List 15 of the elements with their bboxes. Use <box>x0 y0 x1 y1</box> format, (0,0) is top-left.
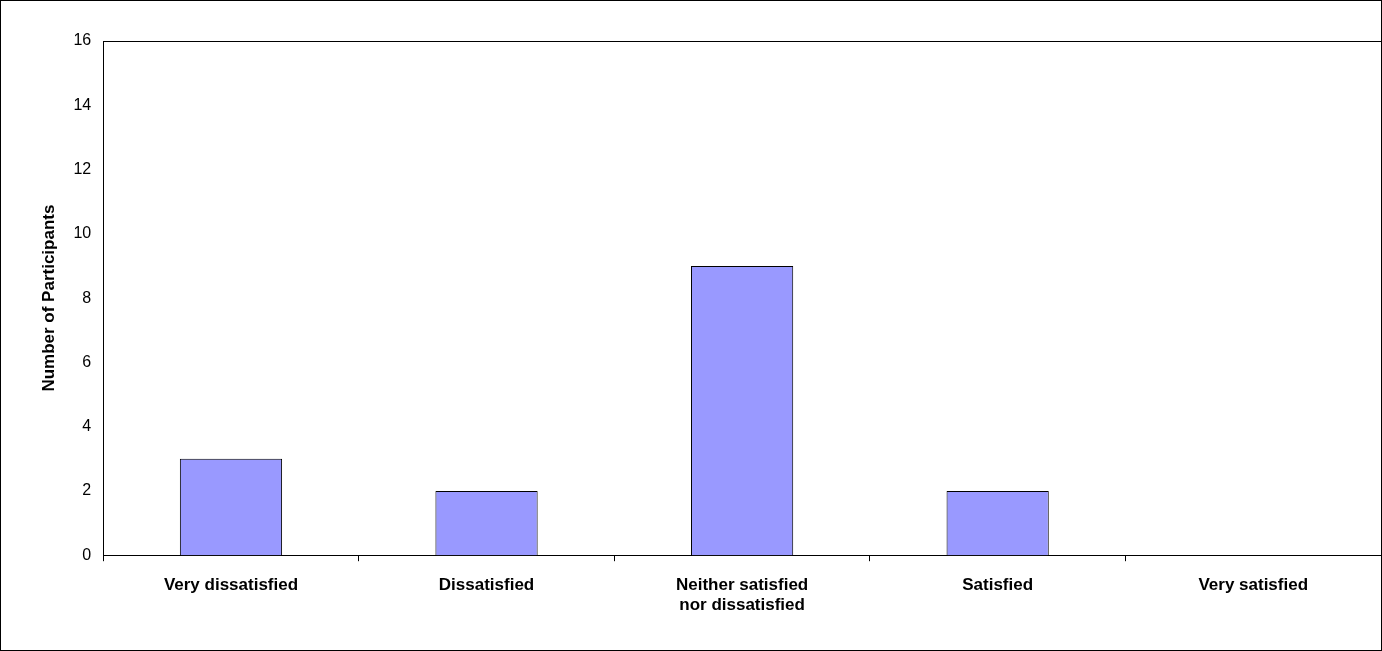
y-tick-label: 14 <box>73 95 92 113</box>
x-tick-label: Dissatisfied <box>438 575 535 595</box>
y-tick-label: 8 <box>82 288 92 306</box>
y-tick-label: 0 <box>82 545 92 563</box>
y-tick-label: 12 <box>73 159 92 177</box>
y-tick-label: 2 <box>82 481 92 499</box>
y-axis-title: Number of Participants <box>38 204 58 392</box>
x-tick-label: Satisfied <box>962 575 1034 595</box>
y-tick-label: 6 <box>82 352 92 370</box>
x-tick-label: Neither satisfied nor dissatisfied <box>675 575 809 615</box>
y-tick-label: 10 <box>73 224 92 242</box>
x-tick-label: Very dissatisfied <box>163 575 299 595</box>
y-tick-label: 16 <box>73 31 92 49</box>
y-tick-label: 4 <box>82 417 92 435</box>
x-tick-label: Very satisfied <box>1198 575 1309 595</box>
